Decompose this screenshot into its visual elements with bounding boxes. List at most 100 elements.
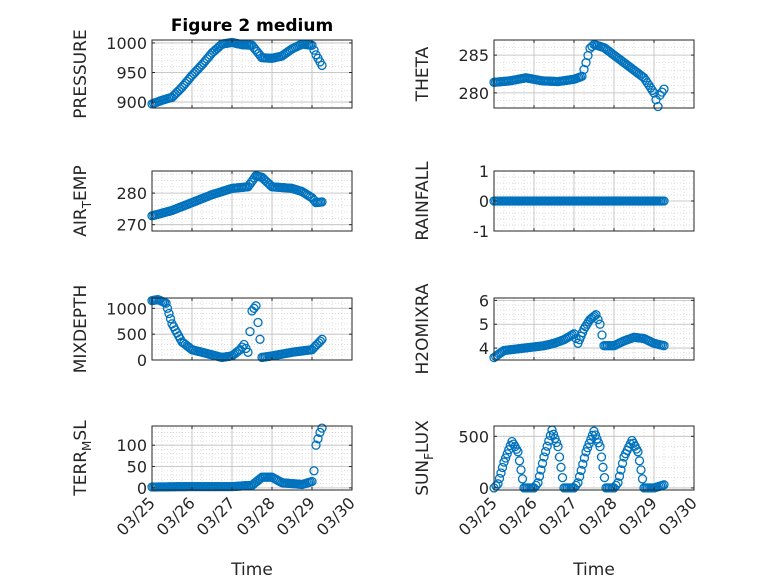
x-tick-label: 03/26 [153, 493, 199, 539]
y-tick-label: 285 [458, 46, 489, 65]
data-point [249, 303, 259, 313]
data-point [500, 453, 511, 463]
data-point [245, 326, 255, 337]
y-axis-label: PRESSURE [71, 29, 91, 118]
data-point [581, 447, 591, 457]
data-point [315, 336, 325, 346]
data-point [588, 312, 598, 322]
data-point [237, 342, 247, 352]
data-point [595, 441, 605, 452]
data-point [595, 319, 605, 329]
data-point [537, 458, 548, 469]
data-point [161, 298, 171, 308]
y-axis-label: MIXDEPTH [71, 285, 91, 374]
data-point [637, 474, 648, 484]
data-point [172, 87, 182, 97]
data-point [578, 459, 588, 469]
data-point [164, 308, 174, 319]
data-point [508, 439, 519, 449]
data-point [517, 474, 528, 484]
data-point [243, 347, 253, 357]
subplot-row2-right: -1 0 1 RAINFALL [413, 161, 695, 241]
y-axis-label: RAINFALL [413, 161, 433, 241]
y-axis-label: H2OMIXRA [413, 283, 433, 374]
y-tick-label: 500 [458, 427, 489, 446]
data-point [534, 471, 545, 481]
data-point [591, 310, 601, 320]
subplot-row2-left: 270 280 AIRTEMP [71, 165, 353, 237]
data-point [579, 453, 590, 463]
data-point [659, 196, 669, 206]
y-tick-label: 950 [116, 64, 147, 83]
x-axis-label-left: Time [230, 560, 273, 580]
data-point [542, 441, 552, 451]
data-point [599, 472, 610, 483]
axes-box [151, 297, 353, 361]
y-tick-label: 0 [479, 479, 489, 498]
data-point [309, 466, 319, 476]
data-point [580, 321, 591, 332]
x-tick-label: 03/26 [495, 493, 541, 539]
data-point [633, 447, 643, 457]
axes-box [493, 39, 695, 109]
data-point [574, 471, 585, 482]
data-point [513, 447, 523, 457]
data-point [577, 71, 587, 81]
y-tick-label: 4 [479, 339, 489, 358]
data-point [494, 473, 505, 484]
data-point [317, 60, 327, 71]
series-markers [489, 39, 669, 112]
data-point [548, 429, 559, 439]
data-point [539, 452, 549, 462]
series-markers [147, 171, 327, 221]
axes-box [493, 425, 695, 491]
y-tick-label: 0 [137, 479, 147, 498]
x-tick-label: 03/28 [233, 493, 279, 539]
y-axis-label: THETA [413, 46, 433, 102]
y-tick-label: 1000 [106, 299, 147, 318]
x-tick-label: 03/30 [655, 493, 701, 539]
series-markers [489, 425, 669, 493]
data-point [582, 319, 592, 329]
x-tick-label: 03/30 [313, 493, 359, 539]
data-point [165, 314, 176, 324]
y-tick-label: 100 [116, 436, 147, 455]
data-point [579, 64, 589, 75]
data-point [584, 438, 594, 449]
axes-box [151, 39, 353, 109]
series-markers [147, 294, 327, 363]
data-point [659, 480, 669, 490]
data-point [613, 478, 623, 488]
data-point [253, 317, 263, 328]
series-markers [147, 37, 327, 109]
data-point [551, 437, 562, 448]
y-tick-label: 50 [127, 458, 147, 477]
data-point [533, 478, 543, 488]
y-tick-label: 0 [479, 192, 489, 211]
data-point [550, 433, 560, 444]
data-point [636, 465, 646, 475]
minor-grid [151, 171, 353, 232]
data-point [496, 468, 506, 478]
data-point [499, 457, 509, 467]
data-point [598, 462, 608, 472]
data-point [659, 341, 669, 351]
data-point [255, 334, 265, 344]
data-point [251, 301, 261, 311]
x-tick-label: 03/25 [455, 493, 501, 539]
data-point [540, 446, 551, 457]
data-point [573, 478, 583, 488]
y-tick-label: -1 [473, 222, 489, 241]
subplot-top-right: 280 285 THETA [413, 39, 695, 112]
data-point [617, 458, 628, 469]
data-point [497, 462, 508, 473]
y-tick-label: 270 [116, 216, 147, 235]
data-point [597, 330, 607, 340]
data-point [531, 480, 541, 491]
data-point [536, 465, 546, 475]
subplot-row3-right: 4 5 6 H2OMIXRA [413, 283, 695, 375]
